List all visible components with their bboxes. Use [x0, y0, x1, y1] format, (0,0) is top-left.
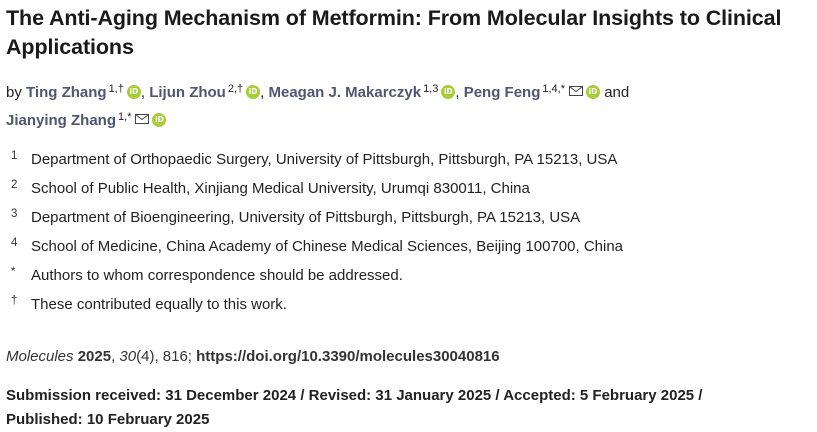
citation-issue: (4), 816; [136, 348, 197, 365]
author-4[interactable]: Peng Feng 1,4,* iD [463, 83, 601, 101]
orcid-icon[interactable]: iD [586, 85, 601, 99]
affiliation-mark: 1 [11, 150, 18, 162]
affiliation-mark: † [11, 295, 18, 307]
author-3[interactable]: Meagan J. Makarczyk 1,3 iD [268, 83, 456, 101]
author-5[interactable]: Jianying Zhang 1,* iD [6, 111, 167, 129]
article-title: The Anti-Aging Mechanism of Metformin: F… [6, 6, 782, 59]
citation-line: Molecules 2025, 30(4), 816; https://doi.… [6, 348, 500, 365]
publication-dates: Submission received: 31 December 2024 / … [6, 384, 806, 432]
affiliation-item: * Authors to whom correspondence should … [11, 263, 801, 292]
doi-link[interactable]: https://doi.org/10.3390/molecules3004081… [196, 348, 500, 365]
envelope-icon[interactable] [135, 114, 150, 124]
author-name[interactable]: Meagan J. Makarczyk [268, 84, 422, 101]
envelope-icon[interactable] [569, 86, 584, 96]
author-affil: 1,4,* [542, 83, 566, 95]
author-name[interactable]: Peng Feng [463, 84, 541, 101]
author-affil: 1,† [108, 83, 124, 95]
and-label: and [604, 84, 630, 101]
by-label: by [6, 84, 22, 101]
affiliation-mark: * [11, 266, 16, 278]
affiliation-text: School of Public Health, Xinjiang Medica… [31, 180, 530, 197]
affiliation-text: Department of Orthopaedic Surgery, Unive… [31, 151, 618, 168]
author-name[interactable]: Jianying Zhang [6, 112, 117, 129]
citation-year: 2025 [77, 348, 112, 365]
affiliation-mark: 3 [11, 208, 18, 220]
citation-volume: 30 [119, 348, 137, 365]
affiliation-item: 2 School of Public Health, Xinjiang Medi… [11, 176, 801, 205]
affiliation-mark: 2 [11, 179, 18, 191]
affiliation-text: School of Medicine, China Academy of Chi… [31, 238, 624, 255]
author-name[interactable]: Ting Zhang [26, 84, 107, 101]
author-list: by Ting Zhang 1,† iD, Lijun Zhou 2,† iD, Mea… [6, 83, 630, 129]
affiliation-text: These contributed equally to this work. [31, 296, 287, 313]
author-1[interactable]: Ting Zhang 1,† iD [26, 83, 141, 101]
affiliation-item: 3 Department of Bioengineering, Universi… [11, 205, 801, 234]
affiliation-mark: 4 [11, 237, 18, 249]
orcid-icon[interactable]: iD [441, 85, 456, 99]
dates-line-1: Submission received: 31 December 2024 / … [6, 387, 703, 404]
affiliation-text: Authors to whom correspondence should be… [31, 267, 403, 284]
author-affil: 1,* [118, 111, 132, 123]
dates-line-2: Published: 10 February 2025 [6, 411, 210, 428]
affiliation-item: 1 Department of Orthopaedic Surgery, Uni… [11, 147, 801, 176]
orcid-icon[interactable]: iD [152, 113, 167, 127]
affiliation-text: Department of Bioengineering, University… [31, 209, 581, 226]
author-affil: 1,3 [423, 83, 439, 95]
author-affil: 2,† [227, 83, 244, 95]
journal-name[interactable]: Molecules [6, 348, 74, 365]
author-2[interactable]: Lijun Zhou 2,† iD [149, 83, 261, 101]
orcid-icon[interactable]: iD [126, 85, 141, 99]
orcid-icon[interactable]: iD [246, 85, 261, 99]
affiliation-item: † These contributed equally to this work… [11, 292, 801, 321]
affiliation-item: 4 School of Medicine, China Academy of C… [11, 234, 801, 263]
affiliation-list: 1 Department of Orthopaedic Surgery, Uni… [11, 147, 801, 321]
author-name[interactable]: Lijun Zhou [149, 84, 226, 101]
